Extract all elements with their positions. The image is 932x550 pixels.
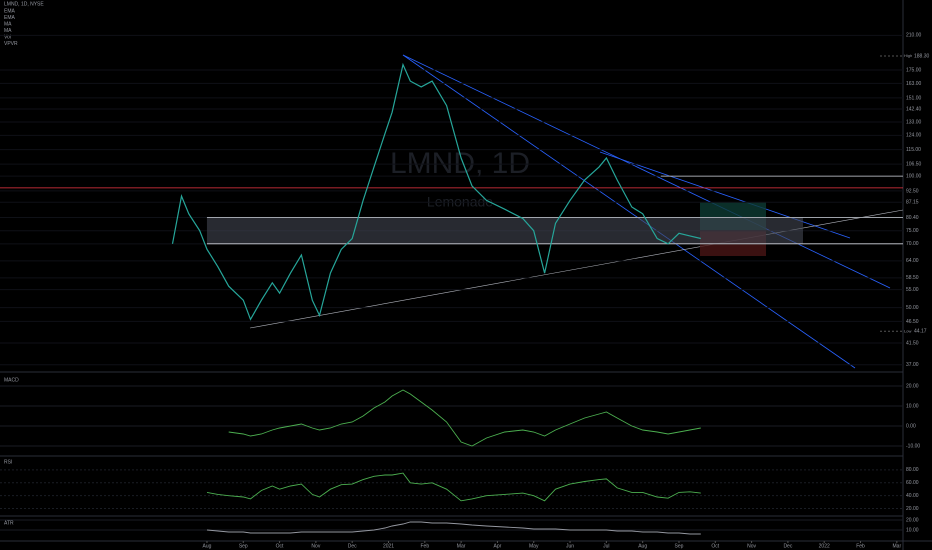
price-label-value: 44.17 (914, 329, 927, 335)
y-tick-label: 70.00 (906, 241, 919, 247)
support-zone (206, 217, 803, 244)
watermark: Lemonade (427, 194, 493, 210)
price-label-name: High (904, 53, 912, 58)
y-tick-label: 37.00 (906, 362, 919, 368)
y-tick-label: 75.00 (906, 228, 919, 234)
trend-line (402, 54, 891, 289)
x-tick-label: Feb (856, 543, 865, 549)
x-tick-label: Oct (711, 543, 719, 549)
y-tick-label: 10.00 (906, 403, 919, 409)
x-tick-label: May (529, 543, 539, 549)
x-tick-label: Dec (348, 543, 357, 549)
price-label-value: 188.30 (914, 53, 930, 59)
y-tick-label: 50.00 (906, 305, 919, 311)
x-tick-label: Dec (783, 543, 792, 549)
price-line (171, 62, 701, 321)
y-tick-label: 20.00 (906, 517, 919, 523)
y-tick-label: 20.00 (906, 506, 919, 512)
y-tick-label: 124.00 (906, 133, 922, 139)
y-tick-label: 64.00 (906, 258, 919, 264)
y-tick-label: 55.00 (906, 287, 919, 293)
y-tick-label: 210.00 (906, 33, 922, 39)
y-tick-label: 46.50 (906, 319, 919, 325)
x-tick-label: Mar (457, 543, 466, 549)
x-tick-label: Nov (311, 543, 320, 549)
y-tick-label: 0.00 (906, 423, 916, 429)
indicator-line (228, 389, 701, 447)
pane-label: ATR (4, 520, 14, 526)
x-tick-label: Apr (494, 543, 502, 549)
y-tick-label: 92.50 (906, 188, 919, 194)
y-tick-label: 163.00 (906, 81, 922, 87)
y-tick-label: 20.00 (906, 383, 919, 389)
x-tick-label: Jun (566, 543, 574, 549)
indicator-label: MA (4, 21, 12, 27)
trend-line (402, 54, 856, 369)
y-tick-label: 151.00 (906, 95, 922, 101)
x-tick-label: Nov (747, 543, 756, 549)
price-label-name: Low (904, 328, 911, 333)
x-tick-label: Aug (203, 543, 212, 549)
pane-label: RSI (4, 459, 12, 465)
y-tick-label: 106.50 (906, 162, 922, 168)
y-tick-label: 41.50 (906, 340, 919, 346)
x-tick-label: Mar (893, 543, 902, 549)
indicator-label: MA (4, 28, 12, 34)
pane-label: MACD (4, 377, 19, 383)
y-tick-label: 175.00 (906, 67, 922, 73)
x-tick-label: Aug (638, 543, 647, 549)
y-tick-label: 80.40 (906, 215, 919, 221)
x-tick-label: Sep (239, 543, 248, 549)
indicator-label: EMA (4, 8, 16, 14)
x-tick-label: Sep (675, 543, 684, 549)
x-tick-label: Oct (276, 543, 284, 549)
y-tick-label: 142.40 (906, 106, 922, 112)
indicator-line (206, 521, 701, 535)
indicator-label: EMA (4, 15, 16, 21)
y-tick-label: 87.15 (906, 200, 919, 206)
indicator-label: VPVR (4, 41, 18, 47)
x-tick-label: Jul (603, 543, 609, 549)
x-tick-label: 2021 (383, 543, 394, 549)
y-tick-label: 80.00 (906, 467, 919, 473)
y-tick-label: 115.00 (906, 147, 921, 153)
y-tick-label: 133.00 (906, 119, 922, 125)
symbol-title: LMND, 1D, NYSE (4, 1, 44, 7)
y-tick-label: 40.00 (906, 493, 919, 499)
x-tick-label: Feb (421, 543, 430, 549)
y-tick-label: 10.00 (906, 527, 919, 533)
indicator-line (206, 472, 701, 502)
indicator-label: Vol (4, 34, 11, 40)
y-tick-label: 100.00 (906, 173, 922, 179)
trend-line (599, 151, 851, 239)
y-tick-label: 60.00 (906, 480, 919, 486)
y-tick-label: 58.50 (906, 275, 919, 281)
x-tick-label: 2022 (819, 543, 830, 549)
y-tick-label: -10.00 (906, 443, 920, 449)
